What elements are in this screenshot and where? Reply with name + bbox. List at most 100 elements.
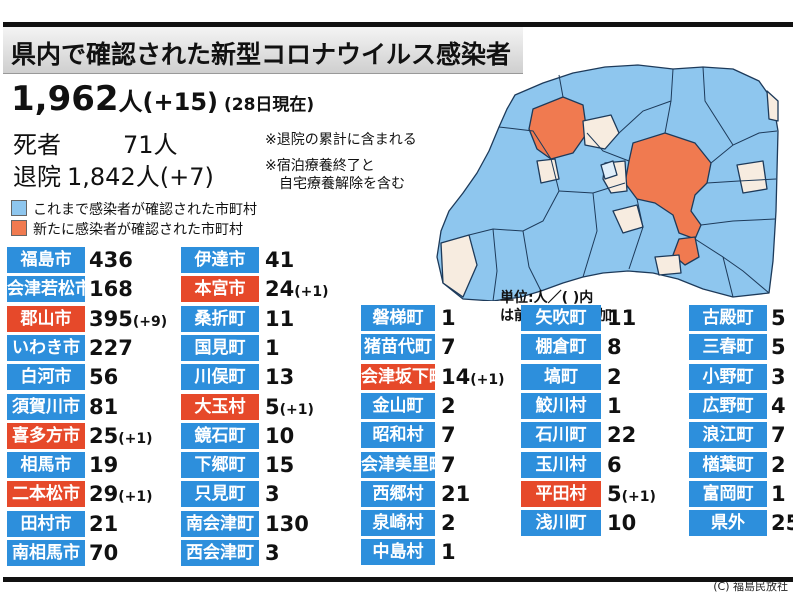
municipality-count: 6 [607, 452, 622, 478]
count-value: 1 [771, 481, 786, 506]
recovered-label: 退院 [13, 163, 61, 191]
count-value: 1 [265, 335, 280, 360]
count-value: 395 [89, 306, 133, 331]
municipality-row: 矢吹町 11 [521, 305, 727, 331]
municipality-row: 浪江町 7 [689, 422, 793, 449]
count-value: 7 [441, 452, 456, 477]
municipality-name: 西郷村 [361, 480, 435, 507]
municipality-name: 相馬市 [7, 452, 85, 479]
count-value: 2 [441, 393, 456, 418]
municipality-name: 下郷町 [181, 452, 259, 479]
municipality-name: 棚倉町 [521, 334, 601, 361]
count-value: 5 [607, 481, 622, 506]
count-value: 25 [89, 423, 119, 448]
count-value: 8 [607, 335, 622, 360]
map-region-none-1 [582, 114, 620, 150]
municipality-name: 三春町 [689, 334, 767, 361]
municipality-row: 棚倉町 8 [521, 334, 727, 361]
deaths-row: 死者 71人 [13, 125, 178, 160]
municipality-row: 田村市 21 [7, 510, 209, 537]
legend-existing: これまで感染者が確認された市町村 [11, 199, 257, 219]
count-value: 70 [89, 541, 119, 565]
municipality-count: 7 [441, 452, 456, 478]
municipality-name: 会津坂下町 [361, 363, 435, 390]
municipality-name: 金山町 [361, 392, 435, 419]
note-line-2: ※宿泊療養終了と [265, 158, 375, 174]
municipality-row: 広野町 4 [689, 392, 793, 419]
municipality-name: 西会津町 [181, 540, 259, 566]
count-value: 11 [607, 306, 637, 330]
count-value: 22 [607, 423, 637, 448]
municipality-count: 56 [89, 364, 118, 390]
municipality-count: 5(+1) [607, 481, 656, 507]
municipality-count: 70 [89, 540, 118, 566]
total-count-value: 1,962 [11, 79, 119, 119]
municipality-name: 小野町 [689, 363, 767, 390]
municipality-row: 小野町 3 [689, 363, 793, 390]
municipality-count: 3 [771, 364, 786, 390]
map-region-north-west-new [528, 96, 588, 160]
count-value: 1 [441, 306, 456, 330]
map-region-none-7 [654, 254, 682, 276]
count-value: 10 [607, 511, 637, 536]
municipality-row: 中島村 1 [361, 539, 561, 566]
municipality-count: 7 [441, 334, 456, 360]
municipality-count: 2 [441, 510, 456, 536]
municipality-count: 24(+1) [265, 276, 329, 302]
municipality-row: 二本松市 29(+1) [7, 481, 209, 508]
map-region-none-3 [536, 158, 560, 184]
municipality-count: 130 [265, 511, 309, 537]
municipality-row: 会津若松市 168 [7, 276, 209, 303]
municipality-name: 桑折町 [181, 305, 259, 332]
municipality-row: 西郷村 21 [361, 480, 561, 507]
municipality-row: 国見町 1 [181, 334, 385, 361]
municipality-row: 相馬市 19 [7, 452, 209, 479]
count-value: 24 [265, 277, 295, 302]
total-count-delta: (+15) [142, 88, 218, 116]
municipality-row: 県外25 [689, 510, 793, 537]
recovered-unit: 人 [135, 163, 160, 191]
total-count: 1,962人(+15) (28日現在) [11, 79, 314, 119]
municipality-name: 白河市 [7, 364, 85, 391]
municipality-count: 13 [265, 364, 294, 390]
count-value: 2 [441, 511, 456, 536]
municipality-row: 鮫川村 1 [521, 392, 727, 419]
map-borders [468, 66, 778, 301]
municipality-count: 5 [771, 334, 786, 360]
municipality-row: 三春町 5 [689, 334, 793, 361]
count-value: 7 [441, 335, 456, 360]
municipality-name: 会津若松市 [7, 276, 85, 303]
municipality-name: 磐梯町 [361, 305, 435, 331]
municipality-count: 395(+9) [89, 306, 167, 332]
municipality-count: 11 [607, 305, 636, 331]
map-region-central-new [624, 132, 712, 240]
municipality-name: 福島市 [7, 247, 85, 273]
count-value: 1 [607, 393, 622, 418]
municipality-row: いわき市 227 [7, 334, 209, 361]
municipality-count: 2 [441, 393, 456, 419]
count-value: 436 [89, 248, 133, 272]
municipality-count: 41 [265, 247, 294, 273]
municipality-count: 25(+1) [89, 423, 153, 449]
recovered-row: 退院 1,842人(+7) [13, 157, 214, 192]
municipality-count: 81 [89, 394, 118, 420]
municipality-name: 伊達市 [181, 247, 259, 273]
municipality-name: 楢葉町 [689, 451, 767, 478]
municipality-row: 白河市 56 [7, 364, 209, 391]
municipality-count: 2 [771, 452, 786, 478]
municipality-row: 浅川町 10 [521, 510, 727, 537]
count-value: 168 [89, 277, 133, 302]
count-value: 10 [265, 423, 295, 448]
municipality-row: 西会津町 3 [181, 540, 385, 566]
municipality-row: 福島市 436 [7, 247, 209, 273]
municipality-name: 本宮市 [181, 276, 259, 303]
municipality-count: 4 [771, 393, 786, 419]
municipality-row: 塙町 2 [521, 363, 727, 390]
municipality-name: 南相馬市 [7, 540, 85, 566]
municipality-count: 1 [607, 393, 622, 419]
count-value: 19 [89, 453, 119, 478]
count-value: 3 [771, 364, 786, 389]
municipality-row: 泉崎村 2 [361, 510, 561, 537]
date-note: (28日現在) [224, 95, 315, 115]
count-value: 21 [441, 481, 471, 506]
